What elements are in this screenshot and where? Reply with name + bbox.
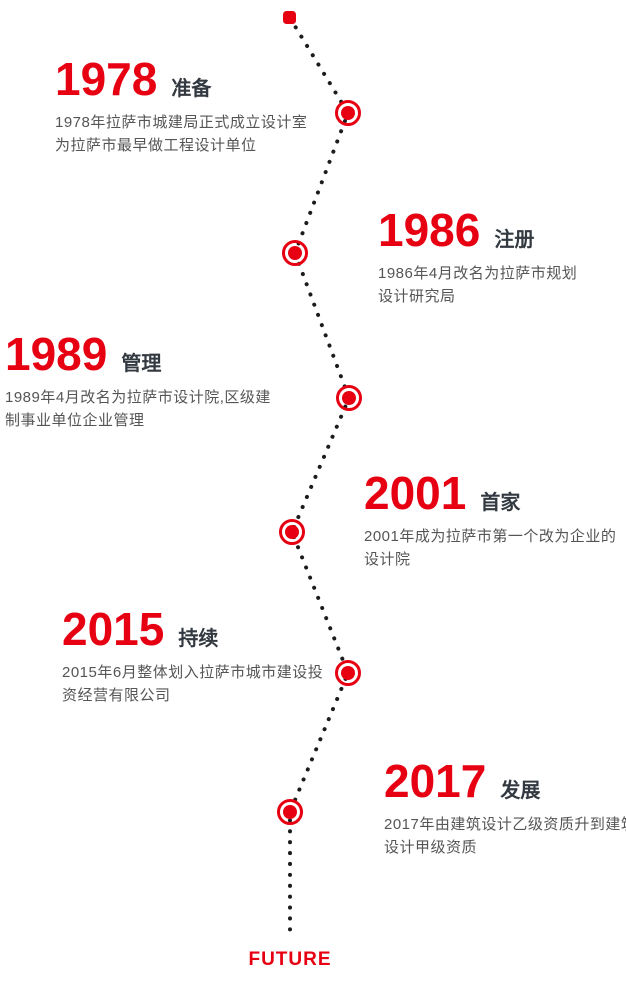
milestone-2017: 2017 发展 2017年由建筑设计乙级资质升到建筑 设计甲级资质	[384, 758, 626, 859]
milestone-desc-line: 设计甲级资质	[384, 839, 478, 856]
milestone-tag: 发展	[500, 780, 541, 802]
milestone-2015: 2015 持续 2015年6月整体划入拉萨市城市建设投 资经营有限公司	[62, 606, 323, 707]
timeline-node-2017	[277, 799, 303, 825]
timeline-node-2015	[335, 660, 361, 686]
milestone-desc-line: 1978年拉萨市城建局正式成立设计室	[55, 114, 308, 131]
timeline-node-1978	[335, 100, 361, 126]
milestone-desc-line: 2015年6月整体划入拉萨市城市建设投	[62, 664, 324, 681]
milestone-1989: 1989 管理 1989年4月改名为拉萨市设计院,区级建 制事业单位企业管理	[5, 331, 271, 432]
milestone-desc-line: 1986年4月改名为拉萨市规划	[378, 265, 578, 282]
milestone-year: 1989	[5, 328, 108, 380]
milestone-year: 1986	[378, 204, 481, 256]
milestone-desc-line: 制事业单位企业管理	[5, 412, 145, 429]
milestone-year: 1978	[55, 53, 158, 105]
timeline-dotted-path	[288, 16, 352, 938]
milestone-desc-line: 设计研究局	[378, 288, 456, 305]
milestone-year: 2017	[384, 755, 487, 807]
milestone-desc-line: 为拉萨市最早做工程设计单位	[55, 137, 257, 154]
milestone-desc-line: 2001年成为拉萨市第一个改为企业的	[364, 528, 617, 545]
milestone-desc-line: 资经营有限公司	[62, 687, 171, 704]
milestone-1986: 1986 注册 1986年4月改名为拉萨市规划 设计研究局	[378, 207, 577, 308]
milestone-year: 2001	[364, 467, 467, 519]
timeline-node-1986	[282, 240, 308, 266]
milestone-tag: 首家	[480, 492, 521, 514]
timeline-start-dot	[283, 11, 296, 24]
timeline-node-2001	[279, 519, 305, 545]
milestone-tag: 持续	[178, 628, 219, 650]
future-label: FUTURE	[248, 949, 332, 970]
milestone-desc-line: 设计院	[364, 551, 411, 568]
milestone-year: 2015	[62, 603, 165, 655]
milestone-desc-line: 1989年4月改名为拉萨市设计院,区级建	[5, 389, 271, 406]
milestone-desc-line: 2017年由建筑设计乙级资质升到建筑	[384, 816, 626, 833]
milestone-tag: 准备	[171, 78, 212, 100]
milestone-tag: 注册	[494, 229, 535, 251]
timeline-node-1989	[336, 385, 362, 411]
milestone-tag: 管理	[121, 353, 162, 375]
milestone-1978: 1978 准备 1978年拉萨市城建局正式成立设计室 为拉萨市最早做工程设计单位	[55, 56, 307, 157]
milestone-2001: 2001 首家 2001年成为拉萨市第一个改为企业的 设计院	[364, 470, 616, 571]
